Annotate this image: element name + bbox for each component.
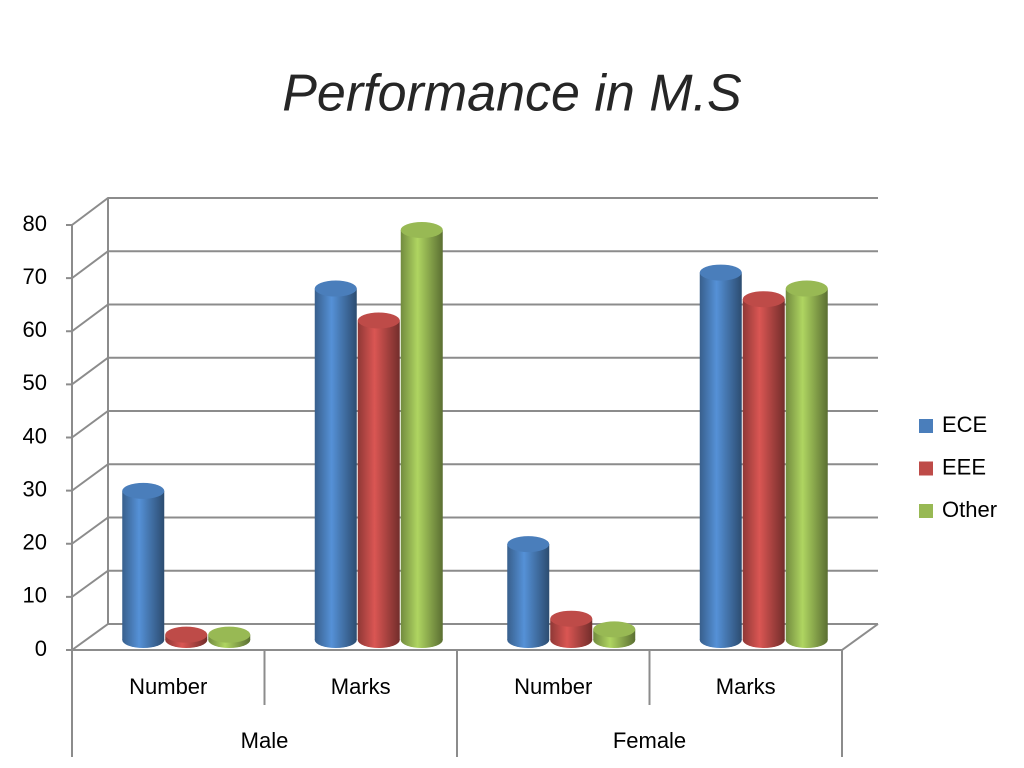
y-tick-label: 50 [23,370,47,395]
bar [507,544,550,640]
grid-line [71,250,878,279]
bar-cap [165,626,208,643]
y-tick-label: 40 [23,423,47,448]
legend-label: EEE [942,454,986,479]
chart-title: Performance in M.S [282,65,742,123]
bar-cap [593,621,636,638]
y-tick-label: 60 [23,317,47,342]
y-tick-label: 20 [23,530,47,555]
legend-swatch [919,419,933,433]
legend-swatch [919,504,933,518]
y-tick-label: 30 [23,476,47,501]
bar [400,229,443,640]
bar-cap [122,482,165,499]
bar-cap [357,312,400,329]
bar [742,299,785,640]
bar-cap [507,536,550,553]
legend-label: ECE [942,412,987,437]
x-tick-label: Number [514,674,592,699]
grid-line [71,197,878,226]
group-label: Male [241,728,289,753]
bar-cap [742,291,785,308]
bar [699,272,742,640]
x-tick-label: Number [129,674,207,699]
group-label: Female [613,728,686,753]
bar-cap [208,626,251,643]
bar-cap [400,221,443,238]
bar [785,288,828,640]
y-tick-label: 10 [23,583,47,608]
y-tick-label: 0 [35,636,47,661]
legend-label: Other [942,497,997,522]
bar [314,288,357,640]
y-tick-label: 70 [23,264,47,289]
x-tick-label: Marks [716,674,776,699]
bar-cap [785,280,828,297]
bar-cap [314,280,357,297]
bar [357,320,400,640]
bar-cap [699,264,742,281]
x-tick-label: Marks [331,674,391,699]
y-tick-label: 80 [23,211,47,236]
bar-cap [550,610,593,627]
legend-swatch [919,461,933,476]
bar [122,490,165,640]
